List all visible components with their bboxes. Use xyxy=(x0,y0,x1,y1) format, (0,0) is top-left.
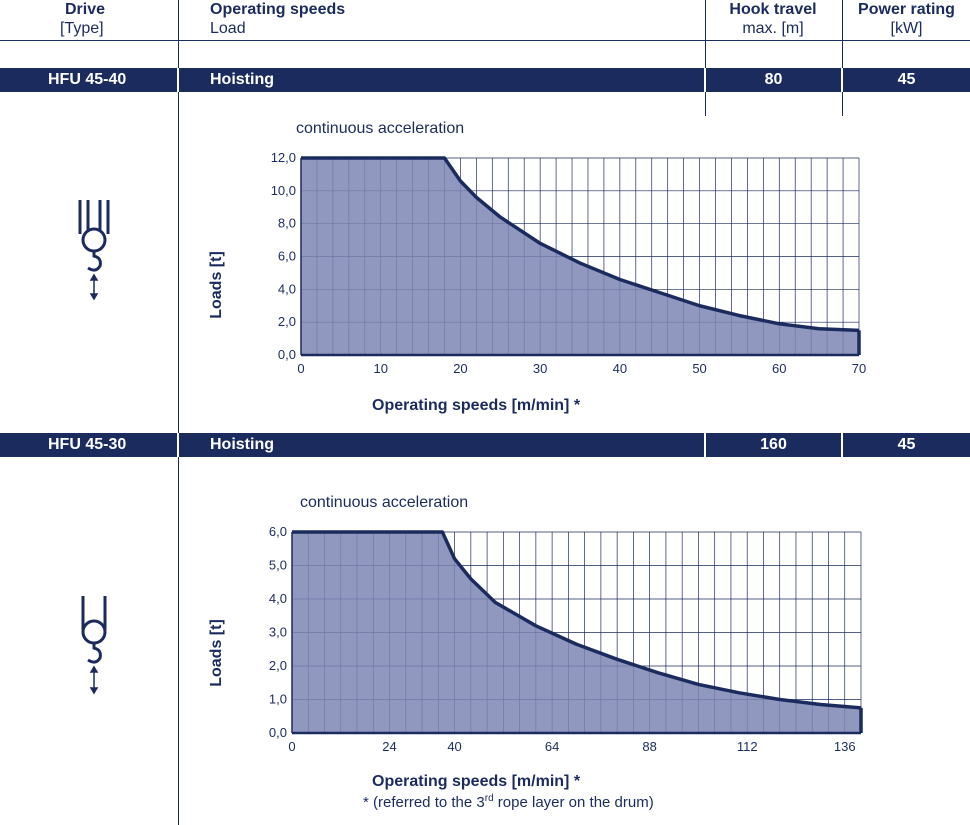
header-drive: Drive xyxy=(65,1,106,18)
y-tick-label: 5,0 xyxy=(269,558,287,573)
footnote-suffix: rope layer on the drum) xyxy=(493,794,654,811)
load-area xyxy=(301,158,859,355)
chart-1-plot: 0,0 2,0 4,0 6,0 8,0 10,0 12,0 0 10 20 30 40 50 60 70 xyxy=(271,150,867,376)
y-tick-label: 4,0 xyxy=(269,591,287,606)
header-underline xyxy=(0,40,970,41)
band-separator xyxy=(177,68,179,92)
column-divider xyxy=(178,457,179,825)
y-tick-label: 12,0 xyxy=(271,150,296,165)
y-tick-label: 2,0 xyxy=(278,314,296,329)
band-separator xyxy=(177,433,179,457)
row-hook-travel: 80 xyxy=(764,71,783,88)
x-tick-label: 40 xyxy=(613,361,627,376)
y-axis-label: Loads [t] xyxy=(208,251,225,319)
x-tick-label: 136 xyxy=(834,739,856,754)
chart-2-plot: 0,0 1,0 2,0 3,0 4,0 5,0 6,0 0 24 40 64 88 112 136 xyxy=(269,525,863,754)
band-separator xyxy=(704,433,706,457)
x-tick-label: 60 xyxy=(772,361,786,376)
footnote: * (referred to the 3rd rope layer on the… xyxy=(363,793,654,811)
row-band xyxy=(0,68,970,92)
x-tick-label: 40 xyxy=(447,739,461,754)
header-power-rating: Power rating xyxy=(858,1,955,18)
y-tick-label: 3,0 xyxy=(269,625,287,640)
x-tick-label: 70 xyxy=(852,361,866,376)
hoist-hook-4-rope-icon xyxy=(78,200,110,300)
load-curve xyxy=(301,156,860,333)
x-tick-label: 50 xyxy=(692,361,706,376)
header-power-unit: [kW] xyxy=(890,20,923,37)
load-curve xyxy=(292,530,862,710)
y-tick-label: 1,0 xyxy=(269,692,287,707)
row-tick xyxy=(842,92,843,116)
x-axis-label: Operating speeds [m/min] * xyxy=(372,773,581,790)
x-tick-label: 112 xyxy=(737,739,758,754)
y-tick-label: 4,0 xyxy=(278,281,296,296)
header-hook-travel-unit: max. [m] xyxy=(742,20,804,37)
y-tick-label: 6,0 xyxy=(269,525,287,539)
x-tick-label: 64 xyxy=(545,739,559,754)
row-operation: Hoisting xyxy=(210,436,274,453)
y-axis-label: Loads [t] xyxy=(208,619,225,687)
row-power: 45 xyxy=(897,436,916,453)
header-type: [Type] xyxy=(60,20,104,37)
x-axis-label: Operating speeds [m/min] * xyxy=(372,397,581,414)
x-tick-label: 20 xyxy=(453,361,467,376)
band-separator xyxy=(841,68,843,92)
row-power: 45 xyxy=(897,71,916,88)
chart-title: continuous acceleration xyxy=(296,120,465,137)
x-tick-label: 0 xyxy=(297,361,304,376)
header-operating-speeds: Operating speeds xyxy=(210,1,346,18)
row-type: HFU 45-30 xyxy=(48,436,127,453)
load-area xyxy=(292,532,861,733)
header-load: Load xyxy=(210,20,246,37)
row-band xyxy=(0,433,970,457)
y-tick-label: 0,0 xyxy=(278,347,296,362)
x-tick-label: 30 xyxy=(533,361,547,376)
x-tick-label: 0 xyxy=(288,739,295,754)
row-type: HFU 45-40 xyxy=(48,71,127,88)
y-tick-label: 10,0 xyxy=(271,183,296,198)
band-separator xyxy=(704,68,706,92)
y-tick-label: 6,0 xyxy=(278,249,296,264)
chart-title: continuous acceleration xyxy=(300,494,469,511)
y-tick-label: 0,0 xyxy=(269,725,287,740)
footnote-superscript: rd xyxy=(484,793,494,804)
y-tick-label: 8,0 xyxy=(278,216,296,231)
y-tick-label: 2,0 xyxy=(269,658,287,673)
column-divider xyxy=(178,92,179,433)
header-divider xyxy=(842,0,843,68)
header-divider xyxy=(705,0,706,68)
x-tick-label: 88 xyxy=(642,739,656,754)
band-separator xyxy=(841,433,843,457)
footnote-prefix: * (referred to the 3 xyxy=(363,794,485,811)
x-tick-label: 24 xyxy=(382,739,396,754)
row-hook-travel: 160 xyxy=(760,436,787,453)
header-hook-travel: Hook travel xyxy=(729,1,817,18)
hoist-hook-2-rope-icon xyxy=(81,596,107,695)
x-tick-label: 10 xyxy=(373,361,387,376)
row-operation: Hoisting xyxy=(210,71,274,88)
row-tick xyxy=(705,92,706,116)
header-divider xyxy=(178,0,179,68)
